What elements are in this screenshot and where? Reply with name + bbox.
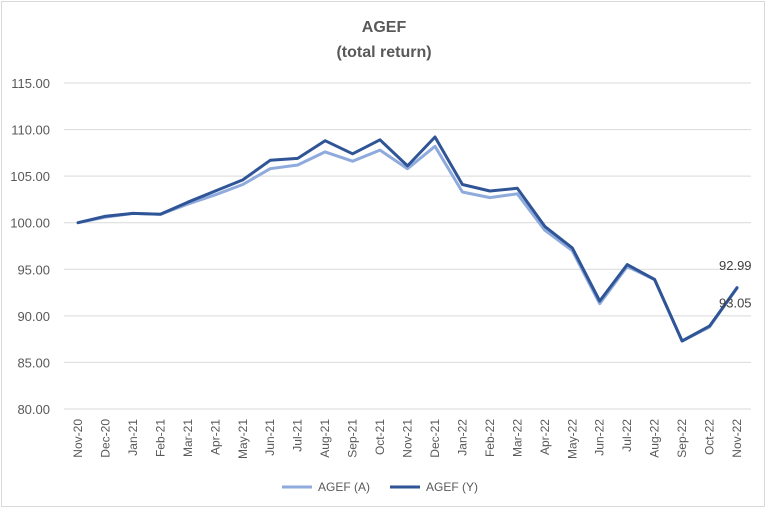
y-tick-label: 105.00 xyxy=(10,169,50,184)
chart-title: AGEF xyxy=(362,19,407,36)
y-tick-label: 100.00 xyxy=(10,216,50,231)
chart-subtitle: (total return) xyxy=(336,44,431,61)
x-tick-label: Nov-20 xyxy=(71,419,85,458)
x-tick-label: Jun-22 xyxy=(593,419,607,456)
gridlines xyxy=(64,82,751,410)
y-tick-label: 80.00 xyxy=(17,402,50,417)
x-tick-label: Jan-21 xyxy=(126,419,140,456)
x-tick-label: Nov-21 xyxy=(401,419,415,458)
x-tick-label: Feb-22 xyxy=(483,419,497,457)
y-tick-label: 95.00 xyxy=(17,262,50,277)
legend: AGEF (A) AGEF (Y) xyxy=(282,480,478,494)
x-tick-label: Mar-21 xyxy=(181,419,195,457)
x-tick-label: Dec-21 xyxy=(428,419,442,458)
series-line-1 xyxy=(76,135,739,343)
x-tick-label: Apr-21 xyxy=(208,419,222,455)
y-tick-label: 90.00 xyxy=(17,309,50,324)
x-tick-label: Mar-22 xyxy=(510,419,524,457)
x-tick-label: Jul-21 xyxy=(291,419,305,452)
x-tick-label: May-21 xyxy=(236,419,250,459)
x-tick-label: Aug-21 xyxy=(318,419,332,458)
x-tick-label: Oct-21 xyxy=(373,419,387,455)
data-labels: 92.99 93.05 xyxy=(719,258,752,310)
x-tick-label: Jan-22 xyxy=(455,419,469,456)
x-tick-label: Jun-21 xyxy=(263,419,277,456)
x-tick-label: Sep-21 xyxy=(346,419,360,458)
x-axis: Nov-20 Dec-20 Jan-21 Feb-21 Mar-21 Apr-21 May-… xyxy=(71,419,744,459)
end-label-a: 93.05 xyxy=(719,295,752,310)
y-tick-label: 85.00 xyxy=(17,355,50,370)
x-tick-label: Aug-22 xyxy=(648,419,662,458)
x-tick-label: Apr-22 xyxy=(538,419,552,455)
x-tick-label: Jul-22 xyxy=(620,419,634,452)
series-lines xyxy=(76,135,739,343)
legend-label-0: AGEF (A) xyxy=(318,480,370,494)
end-label-y: 92.99 xyxy=(719,258,752,273)
x-tick-label: Sep-22 xyxy=(675,419,689,458)
x-tick-label: Nov-22 xyxy=(730,419,744,458)
y-tick-label: 110.00 xyxy=(11,123,50,138)
y-axis: 80.00 85.00 90.00 95.00 100.00 105.00 110.00 11… xyxy=(10,76,50,417)
x-tick-label: Dec-20 xyxy=(98,419,112,458)
legend-label-1: AGEF (Y) xyxy=(426,480,478,494)
x-tick-label: Feb-21 xyxy=(153,419,167,457)
x-tick-label: May-22 xyxy=(565,419,579,459)
x-tick-label: Oct-22 xyxy=(703,419,717,455)
series-line-0 xyxy=(76,144,739,343)
y-tick-label: 115.00 xyxy=(11,76,50,91)
